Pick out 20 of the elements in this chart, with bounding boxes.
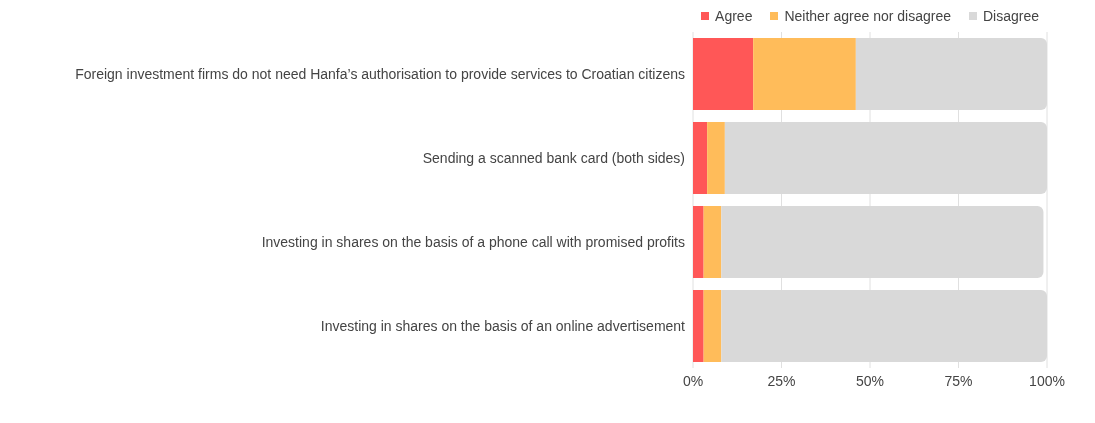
bar: [693, 206, 704, 278]
y-tick-label: Investing in shares on the basis of a phone call with promised profits: [261, 233, 685, 250]
bar: [707, 122, 725, 194]
bar: [693, 290, 704, 362]
bar: [693, 38, 754, 110]
y-tick-label: Foreign investment firms do not need Hanfa’s authorisation to provide services to Croatian citizens: [75, 65, 685, 82]
legend-label: Agree: [715, 8, 753, 24]
legend-label: Disagree: [982, 8, 1039, 24]
bar: [693, 122, 708, 194]
bar: [703, 290, 722, 362]
x-tick-label: 100%: [1029, 372, 1065, 389]
x-tick-label: 75%: [944, 372, 973, 389]
bar: [753, 38, 856, 110]
y-tick-label: Sending a scanned bank card (both sides): [422, 149, 685, 166]
x-tick-label: 0%: [682, 372, 704, 389]
y-tick-label: Investing in shares on the basis of an online advertisement: [320, 317, 686, 334]
bar: [703, 206, 722, 278]
x-tick-label: 25%: [767, 372, 796, 389]
legend-label: Neither agree nor disagree: [784, 8, 951, 24]
x-tick-label: 50%: [855, 372, 885, 389]
